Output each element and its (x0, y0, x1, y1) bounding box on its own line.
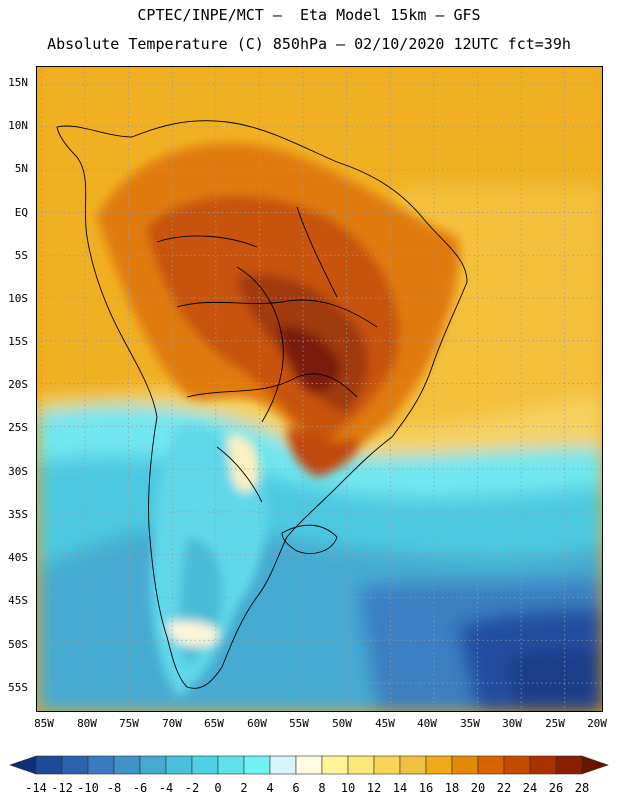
lat-label-5n: 5N (14, 162, 28, 175)
colorbar-label: -14 (25, 781, 47, 795)
lon-label-40w: 40W (417, 717, 437, 730)
colorbar-label: 2 (240, 781, 248, 795)
colorbar-swatch (113, 755, 141, 775)
lon-label-20w: 20W (587, 717, 607, 730)
colorbar-label: -6 (132, 781, 148, 795)
colorbar-swatch (529, 755, 557, 775)
colorbar-label: 4 (266, 781, 274, 795)
lon-label-75w: 75W (119, 717, 139, 730)
coastlines (56, 120, 468, 689)
lon-label-70w: 70W (162, 717, 182, 730)
chart-title-line1: CPTEC/INPE/MCT – Eta Model 15km – GFS (137, 6, 481, 24)
chart-title-line2: Absolute Temperature (C) 850hPa – 02/10/… (47, 35, 571, 53)
colorbar-label: 14 (392, 781, 408, 795)
colorbar-label: 18 (444, 781, 460, 795)
colorbar-label: 22 (496, 781, 512, 795)
colorbar-label: 8 (318, 781, 326, 795)
colorbar-swatch (9, 755, 37, 775)
colorbar-swatch (243, 755, 271, 775)
colorbar-swatch (373, 755, 401, 775)
colorbar-swatch (347, 755, 375, 775)
lat-label-10n: 10N (8, 119, 28, 132)
colorbar-label: -10 (77, 781, 99, 795)
colorbar-label: 26 (548, 781, 564, 795)
lat-label-30s: 30S (8, 465, 28, 478)
lat-label-20s: 20S (8, 378, 28, 391)
colorbar-swatch (61, 755, 89, 775)
lat-label-eq: EQ (14, 206, 28, 219)
colorbar-swatch (555, 755, 583, 775)
colorbar-label: 6 (292, 781, 300, 795)
map-gridlines (37, 67, 602, 711)
lon-label-60w: 60W (247, 717, 267, 730)
temperature-colorbar (9, 755, 609, 775)
colorbar-label: -4 (158, 781, 174, 795)
colorbar-swatch (477, 755, 505, 775)
lon-label-55w: 55W (289, 717, 309, 730)
colorbar-label: -2 (184, 781, 200, 795)
lon-label-45w: 45W (375, 717, 395, 730)
lat-label-50s: 50S (8, 638, 28, 651)
lon-label-30w: 30W (502, 717, 522, 730)
colorbar-swatch (217, 755, 245, 775)
lat-label-15s: 15S (8, 335, 28, 348)
colorbar-label: -8 (106, 781, 122, 795)
colorbar-label: 28 (574, 781, 590, 795)
colorbar-swatch (191, 755, 219, 775)
colorbar-label: 0 (214, 781, 222, 795)
colorbar-swatch (321, 755, 349, 775)
colorbar-swatch (35, 755, 63, 775)
lat-label-25s: 25S (8, 421, 28, 434)
lat-label-5s: 5S (14, 249, 28, 262)
colorbar-label: 10 (340, 781, 356, 795)
colorbar-label: 20 (470, 781, 486, 795)
colorbar-label: -12 (51, 781, 73, 795)
colorbar-label: 16 (418, 781, 434, 795)
colorbar-swatch (165, 755, 193, 775)
lat-label-10s: 10S (8, 292, 28, 305)
colorbar-swatch (581, 755, 609, 775)
lat-label-55s: 55S (8, 681, 28, 694)
lon-label-65w: 65W (204, 717, 224, 730)
lon-label-35w: 35W (460, 717, 480, 730)
lon-label-85w: 85W (34, 717, 54, 730)
colorbar-label: 12 (366, 781, 382, 795)
lat-label-45s: 45S (8, 594, 28, 607)
lat-label-15n: 15N (8, 76, 28, 89)
lon-label-25w: 25W (545, 717, 565, 730)
colorbar-swatch (269, 755, 297, 775)
colorbar-swatch (451, 755, 479, 775)
lon-label-80w: 80W (77, 717, 97, 730)
colorbar-swatch (503, 755, 531, 775)
temperature-map-canvas (37, 67, 602, 711)
colorbar-swatch (295, 755, 323, 775)
colorbar-label: 24 (522, 781, 538, 795)
colorbar-swatch (399, 755, 427, 775)
lat-label-40s: 40S (8, 551, 28, 564)
colorbar-swatch (425, 755, 453, 775)
colorbar-swatch (87, 755, 115, 775)
lon-label-50w: 50W (332, 717, 352, 730)
colorbar-swatch (139, 755, 167, 775)
lat-label-35s: 35S (8, 508, 28, 521)
temperature-map (36, 66, 603, 712)
